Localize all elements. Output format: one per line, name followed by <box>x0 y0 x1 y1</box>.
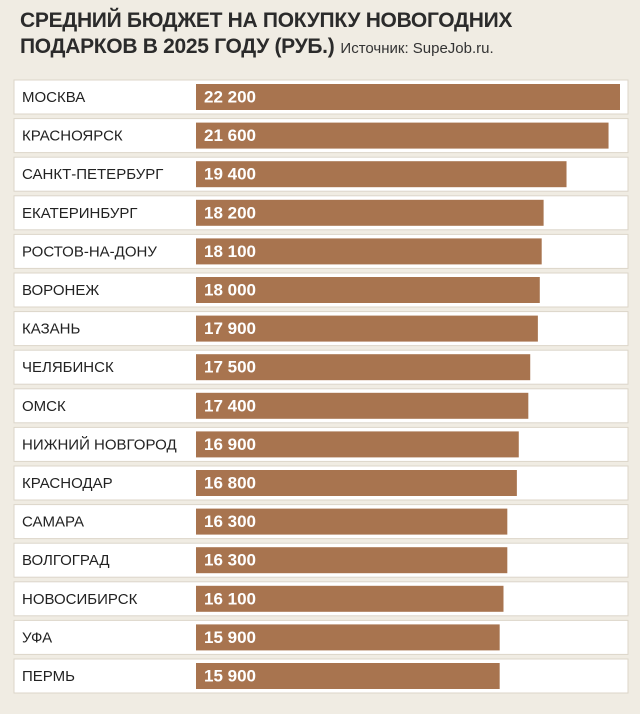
bar <box>196 84 620 110</box>
bar <box>196 199 544 226</box>
value-label: 16 800 <box>204 473 256 492</box>
bar <box>196 663 500 689</box>
value-label: 21 600 <box>204 126 256 145</box>
category-label: САМАРА <box>22 514 84 531</box>
chart-title: СРЕДНИЙ БЮДЖЕТ НА ПОКУПКУ НОВОГОДНИХ ПОД… <box>20 9 513 58</box>
bar <box>196 277 540 303</box>
source: Источник: SupeJob.ru. <box>340 40 494 57</box>
value-label: 16 900 <box>204 435 256 454</box>
bar <box>196 470 517 496</box>
value-label: 17 400 <box>204 396 256 415</box>
bar <box>196 161 567 188</box>
bar <box>196 431 519 458</box>
category-label: НОВОСИБИРСК <box>22 591 138 608</box>
value-label: 15 900 <box>204 628 256 647</box>
category-label: КРАСНОЯРСК <box>22 128 123 145</box>
title-block: СРЕДНИЙ БЮДЖЕТ НА ПОКУПКУ НОВОГОДНИХ ПОД… <box>20 8 550 62</box>
bar <box>196 624 500 651</box>
value-label: 15 900 <box>204 666 256 685</box>
value-label: 16 300 <box>204 512 256 531</box>
value-label: 22 200 <box>204 87 256 106</box>
category-label: ОМСК <box>22 398 66 415</box>
value-label: 16 100 <box>204 589 256 608</box>
category-label: КРАСНОДАР <box>22 475 113 492</box>
bar <box>196 354 531 381</box>
category-label: КАЗАНЬ <box>22 321 80 338</box>
value-label: 17 500 <box>204 358 256 377</box>
category-label: ПЕРМЬ <box>22 668 75 685</box>
category-label: РОСТОВ-НА-ДОНУ <box>22 243 157 260</box>
bar <box>196 315 538 342</box>
category-label: ВОРОНЕЖ <box>22 282 99 299</box>
bar <box>196 392 529 419</box>
bar <box>196 508 508 535</box>
bar <box>196 547 508 574</box>
bar <box>196 122 609 149</box>
category-label: ЧЕЛЯБИНСК <box>22 359 114 376</box>
value-label: 18 100 <box>204 242 256 261</box>
category-label: ВОЛГОГРАД <box>22 552 110 569</box>
category-label: НИЖНИЙ НОВГОРОД <box>22 435 177 453</box>
category-label: САНКТ-ПЕТЕРБУРГ <box>22 166 163 183</box>
category-label: УФА <box>22 629 52 646</box>
bar <box>196 238 542 265</box>
bar <box>196 585 504 612</box>
value-label: 18 000 <box>204 280 256 299</box>
value-label: 17 900 <box>204 319 256 338</box>
category-label: МОСКВА <box>22 89 85 106</box>
value-label: 19 400 <box>204 165 256 184</box>
value-label: 16 300 <box>204 551 256 570</box>
category-label: ЕКАТЕРИНБУРГ <box>22 205 138 222</box>
value-label: 18 200 <box>204 203 256 222</box>
